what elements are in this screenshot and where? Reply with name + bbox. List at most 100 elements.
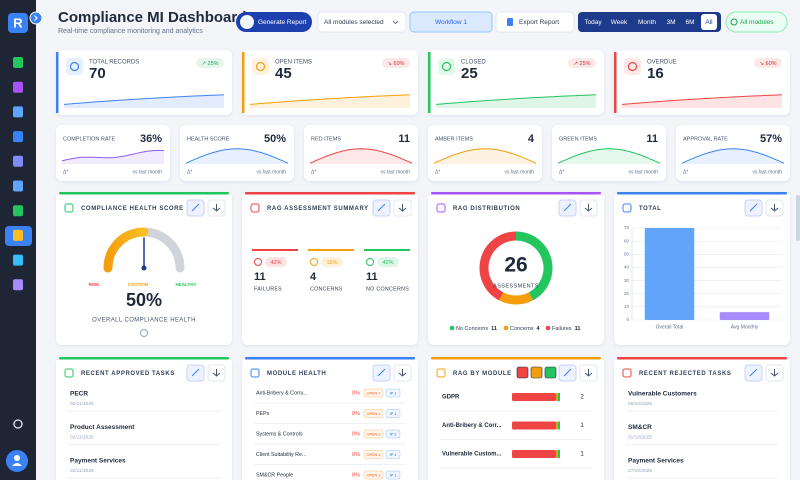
download-icon bbox=[584, 204, 593, 212]
sidebar-icon[interactable] bbox=[13, 106, 23, 118]
sidebar-icon[interactable] bbox=[13, 279, 23, 291]
panel-title: COMPLIANCE HEALTH SCORE bbox=[81, 206, 184, 212]
rag-summary-badge bbox=[265, 257, 287, 267]
module-pct: 0% bbox=[352, 452, 360, 458]
export-icon bbox=[507, 18, 513, 26]
panel-accent bbox=[59, 357, 229, 360]
rag-module-count: 1 bbox=[580, 422, 584, 429]
rag-summary-label: CONCERNS bbox=[310, 286, 343, 292]
rag-summary-icon bbox=[310, 258, 318, 266]
task-date: 06/10/2025 bbox=[628, 401, 652, 407]
panel-accent bbox=[617, 192, 787, 195]
sidebar-icon[interactable] bbox=[13, 155, 23, 167]
y-tick-label: 40 bbox=[624, 265, 630, 270]
rag-legend-swatch[interactable] bbox=[530, 366, 543, 379]
kpi-label: OPEN ITEMS bbox=[275, 60, 312, 66]
rag-module-name: Vulnerable Custom... bbox=[442, 452, 502, 458]
sidebar-icon[interactable] bbox=[13, 57, 23, 68]
chevron bbox=[392, 20, 399, 25]
rag-summary-pct: 42% bbox=[382, 260, 393, 266]
kpi-icon bbox=[252, 58, 269, 75]
stat-wave-area bbox=[682, 148, 784, 164]
expand-icon bbox=[749, 203, 758, 212]
range-active[interactable] bbox=[701, 14, 717, 30]
range-option[interactable]: Week bbox=[611, 19, 628, 26]
stat-delta: Δ* bbox=[559, 169, 564, 175]
card bbox=[56, 125, 170, 181]
download-icon bbox=[770, 369, 779, 377]
module-pct: 0% bbox=[352, 431, 360, 437]
donut-total: 26 bbox=[504, 254, 527, 277]
module-pct: 0% bbox=[352, 411, 360, 417]
modules-chip-icon bbox=[730, 18, 738, 26]
range-option[interactable]: 3M bbox=[666, 19, 675, 26]
range-option[interactable]: Month bbox=[638, 19, 656, 26]
module-name: Anti-Bribery & Corru... bbox=[256, 390, 308, 396]
sidebar-icon[interactable] bbox=[13, 81, 23, 93]
kpi-icon-glyph bbox=[255, 61, 266, 72]
theme-toggle[interactable] bbox=[13, 419, 23, 429]
logo-box[interactable] bbox=[8, 13, 28, 33]
stat-note: vs last month bbox=[381, 169, 411, 175]
module-name: SM&CR People bbox=[256, 472, 293, 478]
workflow-button[interactable] bbox=[409, 11, 493, 33]
x-tick-label: Avg Monthly bbox=[731, 324, 759, 330]
ip-pill bbox=[385, 388, 401, 398]
range-option[interactable]: 6M bbox=[685, 19, 694, 26]
expand-icon bbox=[377, 203, 386, 212]
panel-title-icon bbox=[622, 368, 632, 378]
sidebar-icon[interactable] bbox=[13, 229, 23, 241]
card bbox=[614, 192, 790, 345]
rag-summary-line bbox=[308, 249, 354, 251]
download-icon bbox=[398, 204, 407, 212]
kpi-sparkline-area bbox=[622, 94, 782, 108]
sidebar-icon[interactable] bbox=[13, 254, 23, 266]
card bbox=[180, 125, 294, 181]
panel-title: RECENT REJECTED TASKS bbox=[639, 371, 732, 377]
rag-module-tail bbox=[556, 393, 558, 401]
rag-module-count: 1 bbox=[580, 451, 584, 458]
sidebar-icon[interactable] bbox=[13, 205, 23, 217]
card-accent bbox=[242, 52, 245, 113]
export-button[interactable] bbox=[495, 11, 575, 33]
panel-title-icon bbox=[64, 368, 74, 378]
panel-title-icon bbox=[64, 203, 74, 213]
info-icon bbox=[140, 329, 148, 337]
range-option[interactable]: All bbox=[705, 19, 713, 26]
task-date: 02/11/2025 bbox=[70, 401, 94, 407]
rag-legend-swatch[interactable] bbox=[544, 366, 557, 379]
x-tick-label: Overall Total bbox=[656, 324, 684, 330]
rag-summary-line bbox=[364, 249, 410, 251]
rag-summary-label: FAILURES bbox=[254, 286, 282, 292]
card bbox=[428, 192, 604, 345]
stat-wave-area bbox=[558, 148, 660, 164]
task-name: Vulnerable Customers bbox=[628, 391, 697, 398]
kpi-change: ↗ 25% bbox=[573, 61, 590, 67]
y-tick-label: 70 bbox=[624, 225, 630, 230]
open-pill bbox=[363, 429, 384, 439]
panel-accent bbox=[431, 192, 601, 195]
kpi-icon bbox=[624, 58, 641, 75]
kpi-icon bbox=[438, 58, 455, 75]
panel-title: TOTAL bbox=[639, 206, 661, 212]
kpi-icon-glyph bbox=[69, 61, 80, 72]
collapse-button[interactable] bbox=[29, 11, 43, 25]
rag-module-name: Anti-Bribery & Corr... bbox=[442, 423, 502, 429]
rag-module-bar bbox=[512, 450, 556, 458]
card bbox=[56, 50, 232, 115]
rag-legend-swatch[interactable] bbox=[516, 366, 529, 379]
panel-title: MODULE HEALTH bbox=[267, 371, 326, 377]
ip-count: IP 1 bbox=[390, 391, 397, 395]
sidebar-icon[interactable] bbox=[13, 131, 23, 143]
card bbox=[304, 125, 418, 181]
range-option[interactable]: Today bbox=[584, 19, 602, 26]
generate-button[interactable] bbox=[236, 12, 312, 32]
modules-chip[interactable] bbox=[725, 11, 788, 33]
sidebar-icon[interactable] bbox=[13, 180, 23, 192]
gauge-zone: HEALTHY bbox=[176, 282, 197, 287]
scrollbar[interactable] bbox=[796, 195, 800, 241]
modules-select[interactable] bbox=[317, 11, 407, 33]
card-accent bbox=[428, 52, 431, 113]
kpi-change: ↘ 60% bbox=[759, 61, 776, 67]
open-count: OPEN 1 bbox=[367, 391, 381, 395]
